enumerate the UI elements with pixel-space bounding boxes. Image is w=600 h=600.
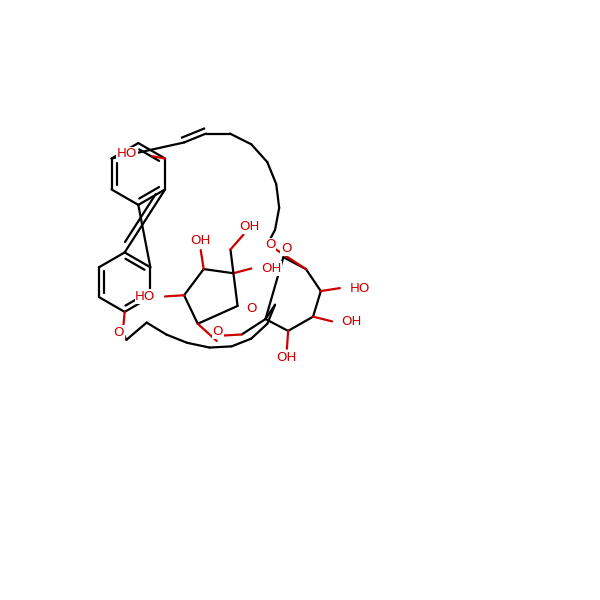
Text: OH: OH xyxy=(277,351,297,364)
Text: OH: OH xyxy=(261,262,281,275)
Text: HO: HO xyxy=(135,290,155,303)
Text: OH: OH xyxy=(341,315,362,328)
Text: HO: HO xyxy=(117,147,137,160)
Text: OH: OH xyxy=(239,220,260,233)
Text: O: O xyxy=(213,325,223,338)
Text: O: O xyxy=(281,242,292,256)
Text: O: O xyxy=(265,238,275,251)
Text: O: O xyxy=(113,326,124,338)
Text: OH: OH xyxy=(191,234,211,247)
Text: HO: HO xyxy=(349,281,370,295)
Text: O: O xyxy=(247,302,257,316)
